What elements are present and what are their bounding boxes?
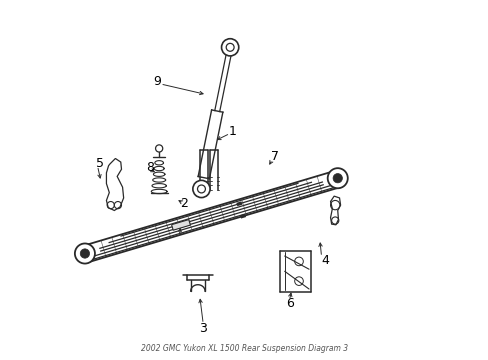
Circle shape xyxy=(80,249,89,258)
Circle shape xyxy=(75,243,95,264)
Text: 4: 4 xyxy=(321,254,329,267)
Circle shape xyxy=(155,145,163,152)
Circle shape xyxy=(221,39,238,56)
Text: 2: 2 xyxy=(180,197,187,210)
Polygon shape xyxy=(171,220,190,230)
Text: 1: 1 xyxy=(228,125,236,138)
Circle shape xyxy=(332,174,342,183)
Text: 3: 3 xyxy=(199,322,207,335)
Text: 8: 8 xyxy=(145,161,154,174)
Circle shape xyxy=(192,180,210,198)
Text: 5: 5 xyxy=(96,157,103,170)
Text: 7: 7 xyxy=(271,150,279,163)
Text: 9: 9 xyxy=(153,75,161,88)
Text: 2002 GMC Yukon XL 1500 Rear Suspension Diagram 3: 2002 GMC Yukon XL 1500 Rear Suspension D… xyxy=(141,344,347,353)
Circle shape xyxy=(327,168,347,188)
Text: 6: 6 xyxy=(285,297,293,310)
